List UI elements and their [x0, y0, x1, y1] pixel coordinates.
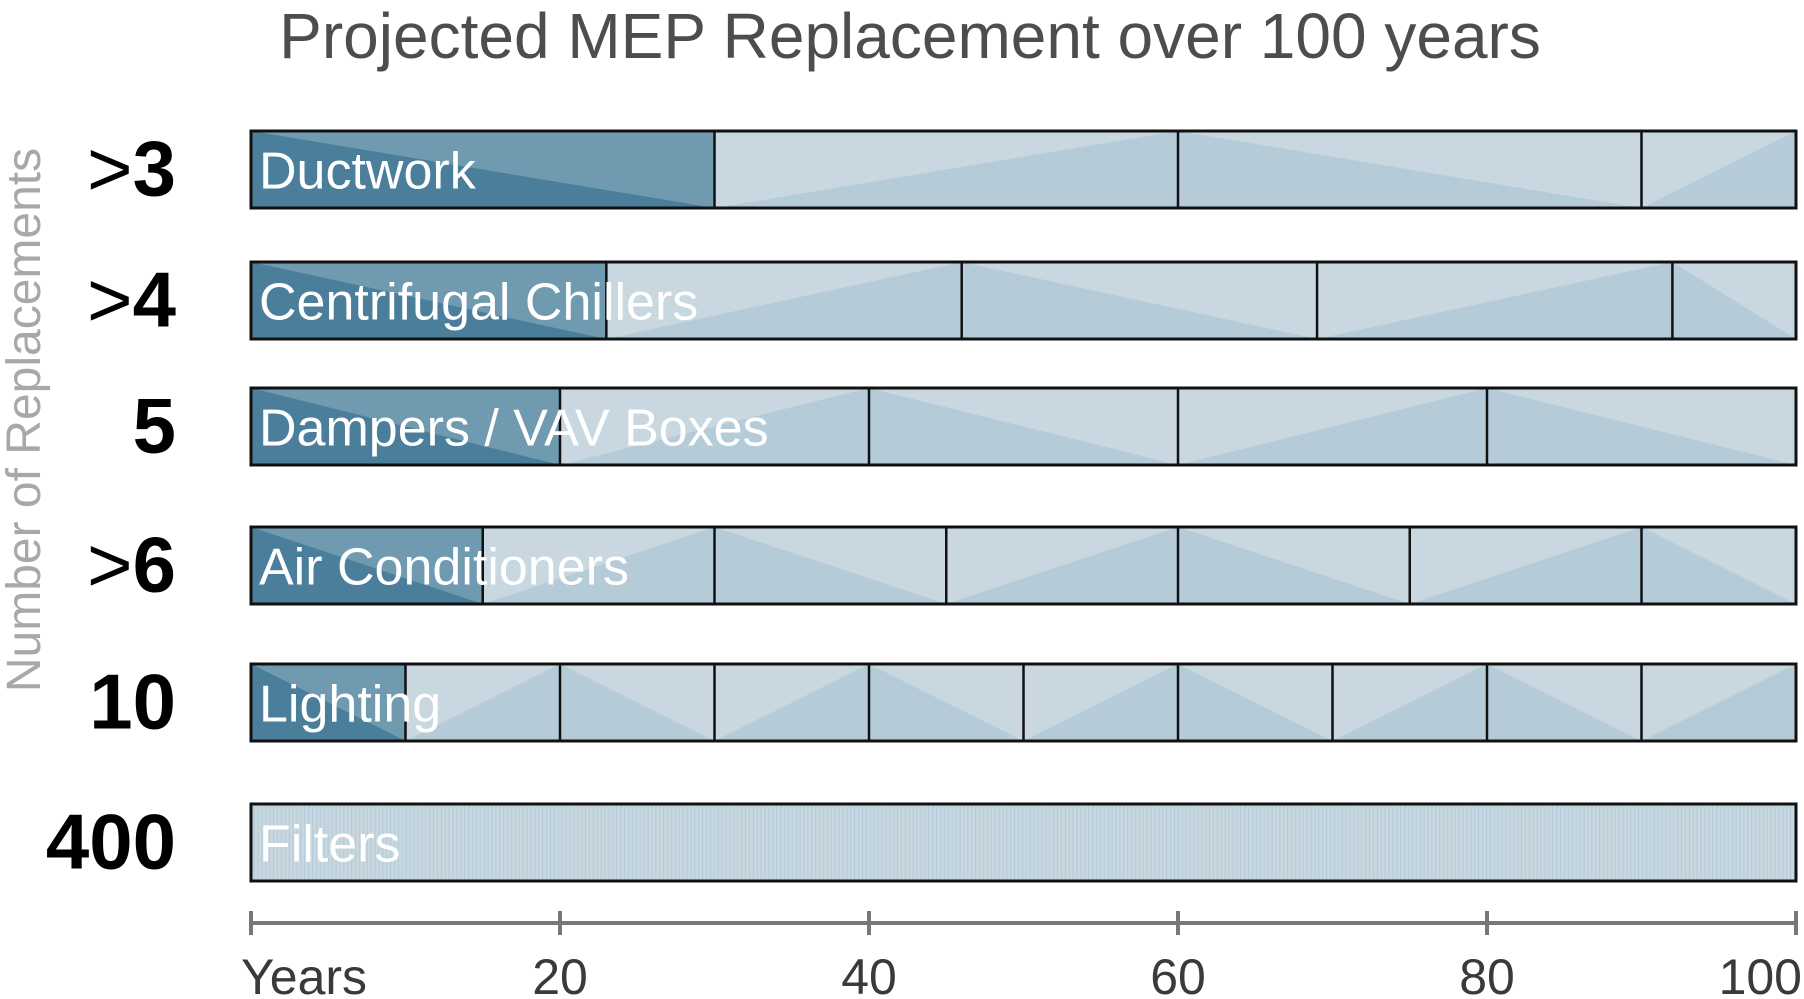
replacement-count-label: >3 — [87, 125, 176, 213]
component-label: Air Conditioners — [259, 539, 629, 597]
x-tick-label: 40 — [841, 949, 897, 999]
lifecycle-segment — [1317, 262, 1673, 339]
bar-row-6: 400 Filters — [46, 798, 1798, 886]
x-tick-label: 80 — [1459, 949, 1515, 999]
lifecycle-segment-current — [251, 527, 483, 604]
lifecycle-stripes — [251, 804, 1796, 881]
replacement-count-label: 5 — [133, 382, 176, 470]
x-axis-label: Years — [241, 949, 367, 999]
component-label: Ductwork — [259, 143, 477, 201]
lifecycle-segment — [560, 664, 715, 741]
replacement-count-label: 10 — [89, 658, 176, 746]
lifecycle-segment — [869, 664, 1024, 741]
bar-outline — [249, 129, 1798, 210]
lifecycle-segment — [1332, 664, 1487, 741]
bar-outline — [249, 386, 1798, 467]
x-tick-label: 100 — [1719, 949, 1802, 999]
bar-row-1: >3 Ductwork — [87, 125, 1798, 213]
lifecycle-segment — [714, 527, 947, 604]
lifecycle-segment — [606, 262, 962, 339]
lifecycle-segment — [1487, 388, 1796, 465]
bar-row-3: 5 Dampers / VAV Boxes — [133, 382, 1798, 470]
replacement-count-label: >4 — [87, 256, 176, 344]
replacement-count-label: >6 — [87, 521, 176, 609]
replacement-count-label: 400 — [46, 798, 176, 886]
component-label: Centrifugal Chillers — [259, 274, 698, 332]
lifecycle-segment-current — [251, 131, 715, 208]
lifecycle-segment — [1672, 262, 1796, 339]
lifecycle-segment — [1641, 527, 1796, 604]
lifecycle-segment-current — [251, 388, 560, 465]
bar-row-4: >6 Air Conditioners — [87, 521, 1798, 609]
bar-outline — [249, 525, 1798, 606]
bar-row-2: >4 Centrifugal Chillers — [87, 256, 1798, 344]
bar-row-5: 10 Lighting — [89, 658, 1798, 746]
lifecycle-segment — [1178, 664, 1333, 741]
x-tick-label: 60 — [1150, 949, 1206, 999]
lifecycle-segment-current — [251, 262, 607, 339]
lifecycle-segment-current — [251, 664, 406, 741]
bars-group: >3 Ductwork >4 Centrifugal Chillers 5 Dampers… — [46, 125, 1798, 886]
lifecycle-segment — [961, 262, 1318, 339]
lifecycle-segment — [714, 131, 1178, 208]
lifecycle-segment — [482, 527, 715, 604]
lifecycle-segment — [946, 527, 1178, 604]
x-axis: Years 20 40 60 80 100 — [241, 911, 1802, 999]
chart-title: Projected MEP Replacement over 100 years — [279, 0, 1541, 72]
lifecycle-segment — [1409, 527, 1642, 604]
lifecycle-segment — [1178, 388, 1487, 465]
component-label: Dampers / VAV Boxes — [259, 400, 769, 458]
y-axis-label: Number of Replacements — [0, 148, 51, 692]
lifecycle-segment — [1487, 664, 1642, 741]
lifecycle-segment — [869, 388, 1178, 465]
bar-outline — [249, 802, 1798, 883]
x-tick-label: 20 — [532, 949, 588, 999]
lifecycle-segment — [1641, 664, 1796, 741]
lifecycle-segment — [1178, 131, 1642, 208]
lifecycle-segment — [1023, 664, 1178, 741]
component-label: Lighting — [259, 676, 441, 734]
bar-outline — [249, 260, 1798, 341]
lifecycle-segment — [405, 664, 560, 741]
lifecycle-segment — [560, 388, 869, 465]
bar-outline — [249, 662, 1798, 743]
lifecycle-segment — [1641, 131, 1796, 208]
lifecycle-segment — [714, 664, 869, 741]
component-label: Filters — [259, 816, 401, 874]
lifecycle-segment — [1178, 527, 1410, 604]
